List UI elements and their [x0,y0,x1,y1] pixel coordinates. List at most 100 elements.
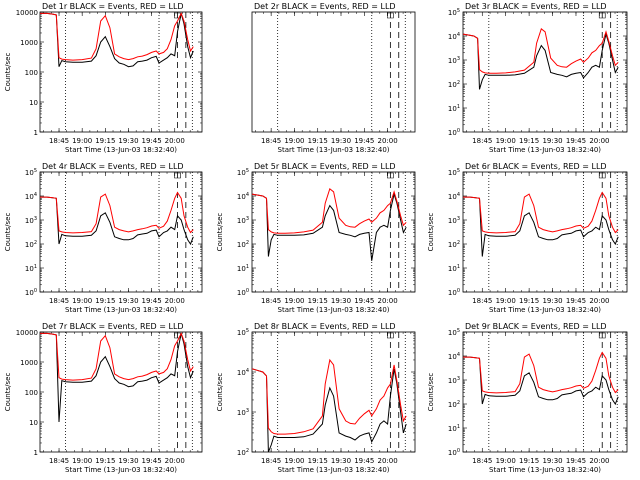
y-tick-label: 104 [237,368,249,377]
y-axis-label: Counts/sec [427,373,435,412]
top-marker [174,172,181,179]
y-tick-label: 100 [25,69,38,77]
y-tick-label: 100 [25,288,37,297]
series-lld-line [40,191,194,234]
plot-frame [462,171,628,293]
series-events-line [40,332,194,423]
chart-title: Det 7r BLACK = Events, RED = LLD [42,322,184,331]
y-tick-label: 101 [448,424,460,433]
x-tick-label: 19:15 [519,137,539,145]
y-tick-label: 100 [448,448,460,457]
y-tick-label: 104 [237,192,249,201]
x-tick-label: 18:45 [49,297,69,305]
panel-det-5: Det 5r BLACK = Events, RED = LLD 100 101 10… [216,162,416,314]
x-tick-label: 19:30 [118,137,138,145]
panel-det-1: Det 1r BLACK = Events, RED = LLD 1 10 100 10… [4,2,203,154]
y-tick-label: 10000 [16,9,38,17]
x-axis-label: Start Time (13-Jun-03 18:32:40) [489,146,601,154]
x-tick-label: 19:30 [331,297,351,305]
chart-title: Det 6r BLACK = Events, RED = LLD [465,162,607,171]
x-tick-label: 18:45 [49,137,69,145]
x-tick-label: 19:00 [496,457,516,465]
top-marker [387,12,394,19]
x-tick-label: 20:00 [377,137,397,145]
y-tick-label: 1 [34,449,38,457]
y-tick-label: 102 [448,400,460,409]
series-events-line [462,32,619,90]
chart-title: Det 5r BLACK = Events, RED = LLD [254,162,396,171]
chart-title: Det 9r BLACK = Events, RED = LLD [465,322,607,331]
x-tick-label: 19:45 [142,137,162,145]
chart-title: Det 8r BLACK = Events, RED = LLD [254,322,396,331]
y-tick-label: 100 [25,389,38,397]
x-tick-label: 18:45 [472,297,492,305]
y-tick-label: 104 [448,352,460,361]
series-lld-line [463,191,619,234]
x-tick-label: 19:45 [566,137,586,145]
y-tick-label: 102 [448,80,460,89]
x-tick-label: 20:00 [589,137,609,145]
x-tick-label: 19:30 [542,457,562,465]
series-lld-line [40,12,194,61]
top-marker [598,12,606,19]
plot-frame [251,331,416,453]
y-axis-label: Counts/sec [216,213,224,252]
panel-det-6: Det 6r BLACK = Events, RED = LLD 100 101 10… [427,162,628,314]
x-tick-label: 19:30 [542,297,562,305]
y-tick-label: 103 [25,216,37,225]
panel-det-4: Det 4r BLACK = Events, RED = LLD 100 101 10… [4,162,203,314]
x-tick-label: 20:00 [165,457,185,465]
plot-frame [462,11,628,133]
x-tick-label: 19:00 [72,297,92,305]
y-tick-label: 102 [237,240,249,249]
x-axis-label: Start Time (13-Jun-03 18:32:40) [278,146,390,154]
series-lld-line [462,27,619,74]
y-axis-label: Counts/sec [4,213,12,252]
y-tick-label: 10000 [16,329,38,337]
y-tick-label: 103 [448,56,460,65]
x-tick-label: 19:00 [496,137,516,145]
y-tick-label: 101 [448,104,460,113]
chart-title: Det 2r BLACK = Events, RED = LLD [254,2,396,11]
y-tick-label: 10 [29,99,38,107]
x-axis-label: Start Time (13-Jun-03 18:32:40) [65,466,177,474]
x-tick-label: 18:45 [261,137,281,145]
x-axis-label: Start Time (13-Jun-03 18:32:40) [489,466,601,474]
y-tick-label: 105 [237,168,249,177]
series-lld-line [251,187,407,234]
series-events-line [463,356,619,406]
x-tick-label: 19:30 [118,457,138,465]
x-tick-label: 20:00 [589,297,609,305]
chart-title: Det 1r BLACK = Events, RED = LLD [42,2,184,11]
series-lld-line [463,351,619,394]
series-lld-line [251,358,407,435]
x-axis-label: Start Time (13-Jun-03 18:32:40) [278,466,390,474]
x-tick-label: 20:00 [589,457,609,465]
y-tick-label: 10 [29,419,38,427]
y-tick-label: 101 [25,264,37,273]
x-tick-label: 20:00 [165,137,185,145]
y-tick-label: 103 [237,216,249,225]
x-tick-label: 20:00 [377,297,397,305]
y-tick-label: 100 [448,288,460,297]
x-tick-label: 19:15 [519,297,539,305]
y-tick-label: 102 [25,240,37,249]
plot-frame [462,331,628,453]
chart-title: Det 3r BLACK = Events, RED = LLD [465,2,607,11]
y-tick-label: 104 [448,32,460,41]
y-tick-label: 105 [448,8,460,17]
x-axis-label: Start Time (13-Jun-03 18:32:40) [278,306,390,314]
x-tick-label: 19:15 [519,457,539,465]
y-tick-label: 104 [25,192,37,201]
y-tick-label: 100 [237,288,249,297]
x-tick-label: 19:15 [308,297,328,305]
y-tick-label: 1000 [20,39,38,47]
y-tick-label: 102 [237,448,249,457]
top-marker [598,332,606,339]
panel-det-3: Det 3r BLACK = Events, RED = LLD 100 101 10… [448,2,628,154]
panel-det-7: Det 7r BLACK = Events, RED = LLD 1 10 100 10… [4,322,203,474]
x-tick-label: 19:45 [142,457,162,465]
y-axis-label: Counts/sec [4,373,12,412]
x-tick-label: 18:45 [49,457,69,465]
x-axis-label: Start Time (13-Jun-03 18:32:40) [65,146,177,154]
